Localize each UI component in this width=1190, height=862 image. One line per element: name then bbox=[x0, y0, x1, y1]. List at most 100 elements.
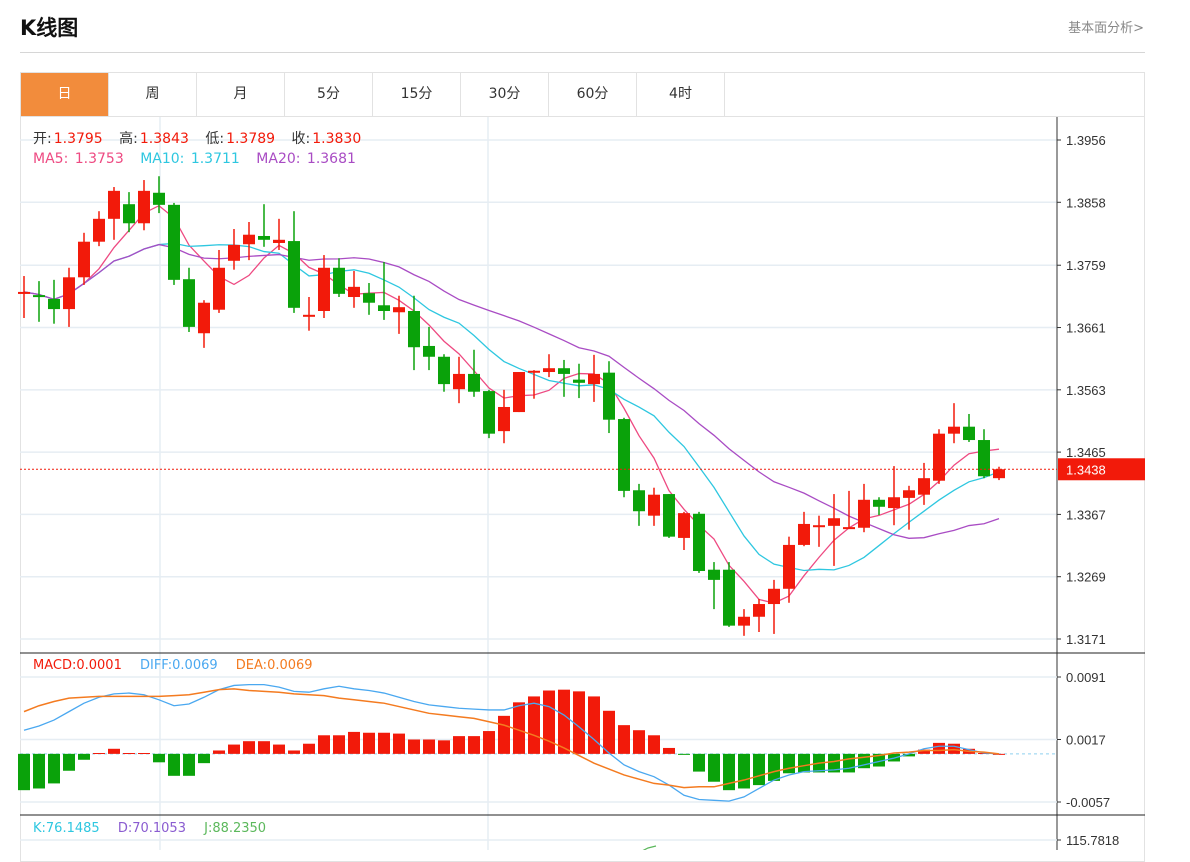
macd-bar bbox=[183, 753, 195, 776]
macd-bar bbox=[738, 753, 750, 789]
macd-bar bbox=[228, 744, 240, 754]
candle-body bbox=[633, 490, 645, 512]
candle bbox=[588, 354, 600, 402]
macd-bar bbox=[258, 741, 270, 754]
candle-body bbox=[393, 307, 405, 313]
ohlc-legend: 开: 1.3795 高: 1.3843 低: 1.3789 收: 1.3830 bbox=[33, 128, 363, 148]
diff-line bbox=[23, 683, 1000, 802]
candle bbox=[213, 249, 225, 313]
ma5-value: 1.3753 bbox=[74, 151, 124, 167]
macd-bar bbox=[123, 753, 135, 755]
macd-bar bbox=[558, 689, 570, 754]
open-value: 1.3795 bbox=[53, 131, 103, 147]
macd-bar bbox=[708, 753, 720, 782]
candle bbox=[333, 258, 345, 298]
macd-bar bbox=[303, 743, 315, 754]
candle bbox=[723, 562, 735, 627]
candle bbox=[903, 485, 915, 530]
candle bbox=[438, 354, 450, 392]
candle bbox=[708, 562, 720, 610]
candle-body bbox=[693, 513, 705, 571]
candle bbox=[93, 211, 105, 247]
macd-bar bbox=[78, 753, 90, 760]
candle bbox=[513, 372, 525, 413]
candle-body bbox=[78, 241, 90, 278]
macd-tick-label: 0.0091 bbox=[1066, 670, 1106, 685]
candle-body bbox=[618, 419, 630, 491]
last-price-label: 1.3438 bbox=[1066, 462, 1106, 477]
candle bbox=[468, 349, 480, 397]
candle-body bbox=[483, 391, 495, 434]
candle bbox=[153, 176, 165, 214]
candle bbox=[303, 297, 315, 331]
candle-body bbox=[453, 373, 465, 390]
candle bbox=[918, 462, 930, 505]
tab-day[interactable]: 日 bbox=[21, 73, 109, 116]
candle bbox=[768, 579, 780, 634]
tab-30min[interactable]: 30分 bbox=[461, 73, 549, 116]
macd-bar bbox=[438, 740, 450, 754]
candle bbox=[318, 255, 330, 318]
macd-bar bbox=[393, 733, 405, 754]
macd-bar bbox=[528, 696, 540, 754]
candle bbox=[63, 267, 75, 327]
divider bbox=[20, 52, 1145, 53]
macd-bar bbox=[243, 741, 255, 754]
candle bbox=[558, 359, 570, 397]
candle bbox=[753, 598, 765, 633]
candle-body bbox=[528, 370, 540, 373]
macd-bar bbox=[768, 753, 780, 781]
tab-15min[interactable]: 15分 bbox=[373, 73, 461, 116]
candle bbox=[408, 295, 420, 371]
tab-month[interactable]: 月 bbox=[197, 73, 285, 116]
candle bbox=[678, 511, 690, 551]
candle-body bbox=[813, 525, 825, 528]
ma20-value: 1.3681 bbox=[306, 151, 356, 167]
macd-tick-label: -0.0057 bbox=[1066, 795, 1110, 810]
tab-4hour[interactable]: 4时 bbox=[637, 73, 725, 116]
candle-body bbox=[963, 426, 975, 441]
macd-bar bbox=[348, 731, 360, 754]
macd-bar bbox=[648, 735, 660, 754]
tab-5min[interactable]: 5分 bbox=[285, 73, 373, 116]
candle-body bbox=[663, 494, 675, 537]
candle bbox=[633, 483, 645, 526]
ma10-line bbox=[23, 242, 1000, 572]
candle-body bbox=[288, 241, 300, 308]
candle-body bbox=[378, 305, 390, 311]
macd-bar bbox=[408, 739, 420, 754]
candle bbox=[393, 295, 405, 334]
fundamental-analysis-link[interactable]: 基本面分析> bbox=[1068, 21, 1144, 36]
macd-bar bbox=[693, 753, 705, 772]
macd-bar bbox=[363, 732, 375, 754]
candle-body bbox=[678, 513, 690, 538]
candle-body bbox=[933, 433, 945, 481]
j-line bbox=[642, 845, 657, 850]
tab-week[interactable]: 周 bbox=[109, 73, 197, 116]
macd-bar bbox=[33, 753, 45, 789]
ma5-line bbox=[23, 204, 1000, 604]
candle-body bbox=[438, 356, 450, 385]
macd-bar bbox=[588, 696, 600, 754]
candle-body bbox=[363, 293, 375, 303]
macd-bar bbox=[663, 747, 675, 754]
kdj-legend: K:76.1485 D:70.1053 J:88.2350 bbox=[33, 821, 268, 836]
candle bbox=[273, 218, 285, 250]
d-value: D:70.1053 bbox=[117, 821, 186, 836]
high-value: 1.3843 bbox=[139, 131, 189, 147]
macd-bar bbox=[603, 710, 615, 754]
close-value: 1.3830 bbox=[312, 131, 362, 147]
candle-body bbox=[543, 368, 555, 373]
low-value: 1.3789 bbox=[226, 131, 276, 147]
price-tick-label: 1.3563 bbox=[1066, 383, 1106, 398]
macd-bar bbox=[783, 753, 795, 774]
candle-body bbox=[828, 518, 840, 526]
macd-bar bbox=[483, 731, 495, 754]
price-tick-label: 1.3759 bbox=[1066, 258, 1106, 273]
candle-body bbox=[798, 523, 810, 545]
macd-bar bbox=[153, 753, 165, 763]
tab-60min[interactable]: 60分 bbox=[549, 73, 637, 116]
candle bbox=[453, 356, 465, 404]
candle-body bbox=[753, 604, 765, 617]
